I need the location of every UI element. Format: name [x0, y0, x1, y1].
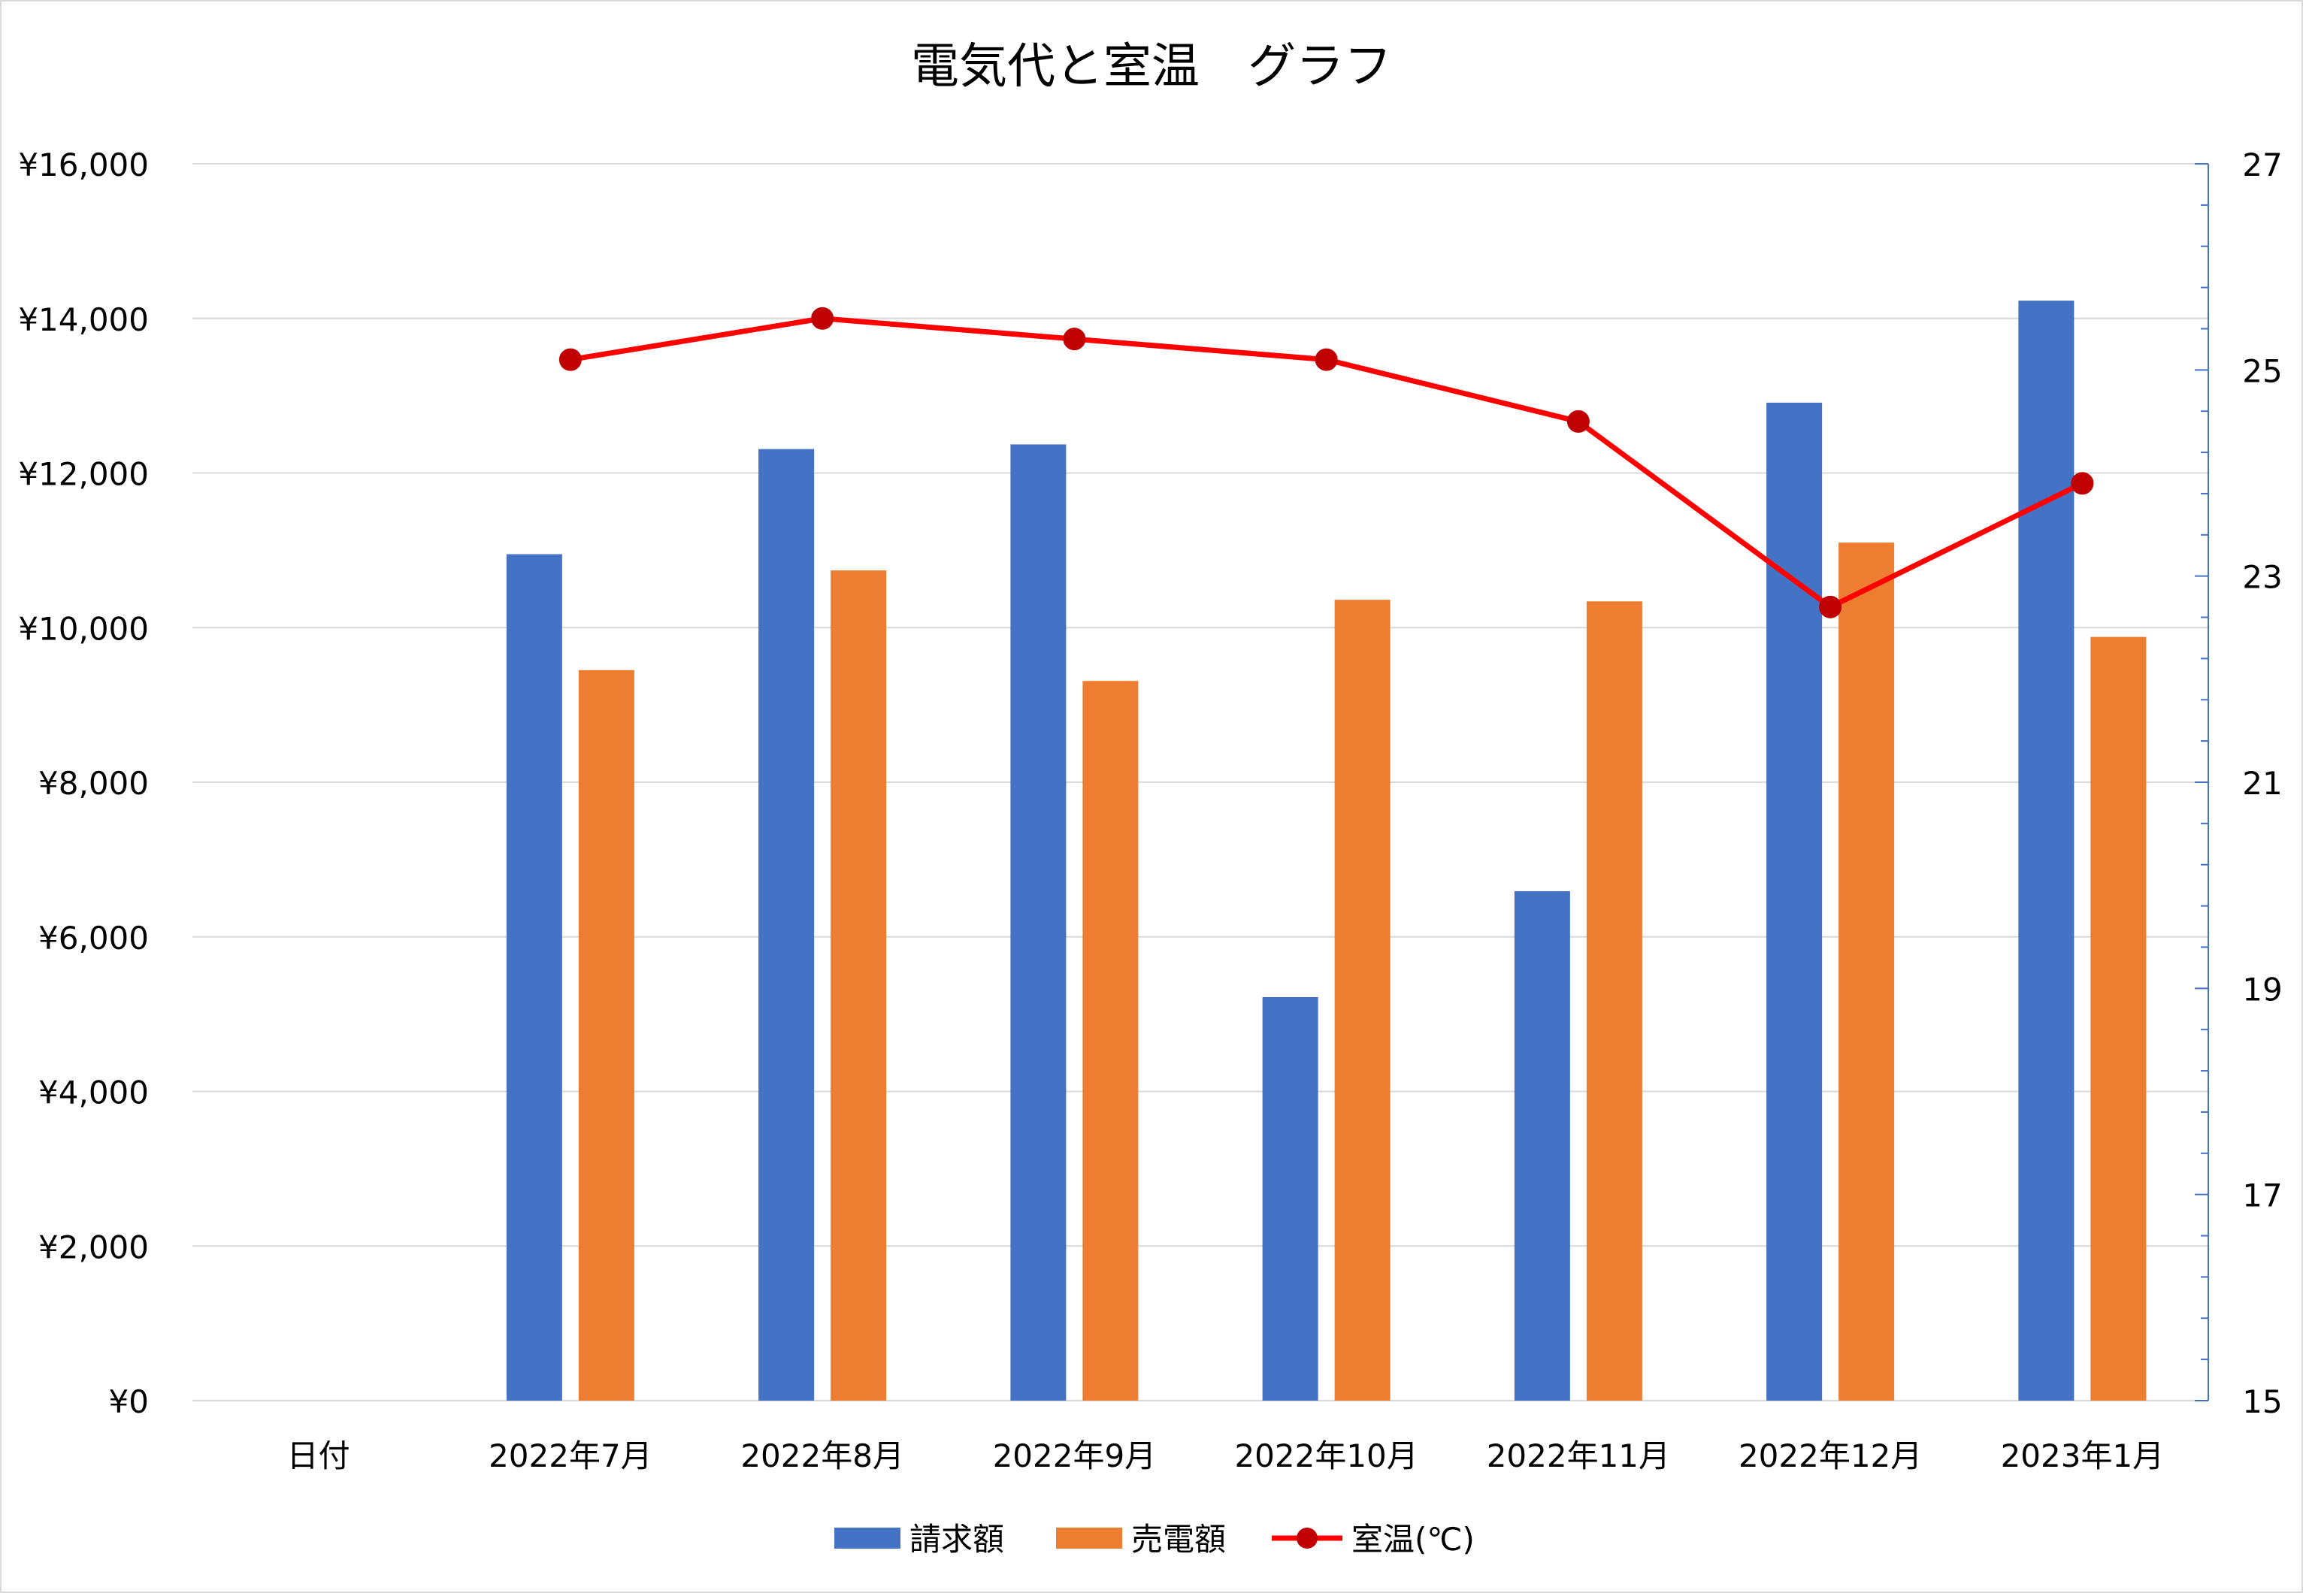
x-tick-label: 2022年10月: [1234, 1437, 1418, 1474]
bar-billing: [2018, 301, 2075, 1401]
legend-swatch-sales: [1056, 1528, 1122, 1549]
chart-title: 電気代と室温 グラフ: [911, 39, 1392, 95]
y-left-tick-label: ¥0: [109, 1383, 149, 1420]
x-tick-label: 2022年12月: [1739, 1437, 1922, 1474]
bar-billing: [1766, 402, 1823, 1401]
legend-swatch-temperature-marker: [1297, 1528, 1318, 1549]
bar-billing: [1010, 444, 1067, 1401]
legend: 請求額 売電額 室温(℃): [834, 1521, 1475, 1558]
y-right-tick-label: 21: [2242, 765, 2282, 802]
y-right-tick-label: 15: [2242, 1383, 2282, 1420]
bar-sales: [578, 670, 634, 1401]
legend-swatch-billing: [834, 1528, 900, 1549]
x-tick-label: 日付: [287, 1437, 350, 1474]
temperature-point: [558, 348, 582, 371]
temperature-point: [811, 307, 834, 330]
temperature-point: [2071, 472, 2094, 495]
y-left-tick-label: ¥6,000: [38, 920, 149, 957]
x-tick-label: 2022年9月: [993, 1437, 1157, 1474]
bar-billing: [758, 449, 815, 1401]
bar-sales: [2090, 636, 2147, 1401]
bar-sales: [1838, 543, 1895, 1401]
y-left-tick-label: ¥8,000: [38, 765, 149, 802]
legend-label-billing: 請求額: [909, 1521, 1004, 1558]
bar-sales: [1334, 600, 1391, 1401]
y-left-tick-label: ¥16,000: [18, 147, 149, 183]
bar-billing: [506, 554, 562, 1401]
temperature-point: [1819, 595, 1842, 618]
y-left-tick-label: ¥4,000: [38, 1075, 149, 1111]
x-tick-label: 2022年7月: [489, 1437, 652, 1474]
y-right-tick-label: 23: [2242, 559, 2282, 596]
y-right-tick-label: 25: [2242, 352, 2282, 389]
axes: ¥0 ¥2,000 ¥4,000 ¥6,000 ¥8,000 ¥10,000 ¥12,000…: [18, 147, 2282, 1474]
x-tick-label: 2022年11月: [1487, 1437, 1670, 1474]
x-tick-label: 2022年8月: [740, 1437, 904, 1474]
y-right-tick-label: 19: [2242, 971, 2282, 1008]
y-left-tick-label: ¥12,000: [18, 456, 149, 493]
bars: [506, 301, 2147, 1401]
temperature-point: [1063, 328, 1086, 351]
bar-sales: [1082, 681, 1139, 1401]
bar-sales: [1586, 601, 1642, 1401]
y-right-tick-label: 17: [2242, 1177, 2282, 1214]
y-left-tick-label: ¥10,000: [18, 610, 149, 647]
bar-sales: [831, 570, 887, 1401]
temperature-line: [558, 307, 2094, 618]
temperature-point: [1566, 410, 1590, 433]
legend-label-temperature: 室温(℃): [1351, 1521, 1475, 1558]
bar-billing: [1514, 891, 1570, 1401]
x-tick-label: 2023年1月: [2001, 1437, 2165, 1474]
y-left-tick-label: ¥2,000: [38, 1229, 149, 1265]
legend-label-sales: 売電額: [1131, 1521, 1226, 1558]
y-left-tick-label: ¥14,000: [18, 301, 149, 338]
temperature-point: [1315, 348, 1338, 371]
y-right-tick-label: 27: [2242, 147, 2282, 183]
bar-billing: [1262, 996, 1318, 1401]
